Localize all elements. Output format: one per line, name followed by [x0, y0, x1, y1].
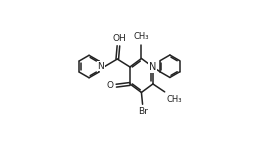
Text: OH: OH: [112, 34, 126, 43]
Text: N: N: [149, 62, 156, 72]
Text: CH₃: CH₃: [134, 32, 149, 41]
Text: Br: Br: [138, 107, 147, 116]
Text: O: O: [107, 81, 114, 90]
Text: CH₃: CH₃: [166, 95, 182, 104]
Text: N: N: [97, 62, 104, 71]
